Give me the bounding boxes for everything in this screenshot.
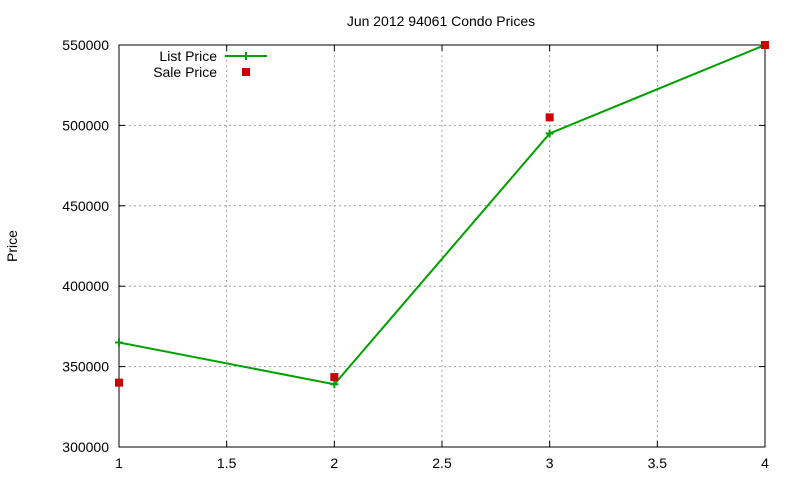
legend-label: List Price: [159, 48, 217, 64]
grid-lines: [119, 45, 765, 447]
y-tick-label: 350000: [62, 359, 109, 375]
plot-frame: [118, 44, 766, 448]
x-tick-label: 2.5: [432, 455, 452, 471]
x-tick-label: 2: [330, 455, 338, 471]
plus-marker-icon: [545, 129, 554, 138]
y-tick-label: 300000: [62, 439, 109, 455]
y-axis-label: Price: [4, 230, 20, 262]
square-marker-icon: [761, 41, 769, 49]
square-marker-icon: [242, 68, 250, 76]
plus-marker-icon: [330, 380, 339, 389]
plus-marker-icon: [115, 338, 123, 347]
square-marker-icon: [115, 378, 123, 387]
x-tick-label: 3.5: [648, 455, 668, 471]
y-tick-label: 550000: [62, 37, 109, 53]
square-marker-icon: [330, 373, 339, 382]
data-series: [115, 41, 769, 389]
x-tick-label: 1.5: [217, 455, 237, 471]
y-tick-label: 450000: [62, 198, 109, 214]
plus-marker-icon: [242, 52, 250, 60]
chart-title: Jun 2012 94061 Condo Prices: [347, 13, 535, 29]
axis-ticks: 1 1.5 2 2.5 3 3.5 4 300000 350000 400000 450000 500…: [62, 37, 769, 471]
y-tick-label: 400000: [62, 278, 109, 294]
y-tick-label: 500000: [62, 117, 109, 133]
square-marker-icon: [545, 113, 554, 122]
x-tick-label: 3: [546, 455, 554, 471]
x-tick-label: 4: [761, 455, 769, 471]
list-price-line: [118, 44, 766, 386]
legend-label: Sale Price: [153, 64, 217, 80]
x-tick-label: 1: [115, 455, 123, 471]
